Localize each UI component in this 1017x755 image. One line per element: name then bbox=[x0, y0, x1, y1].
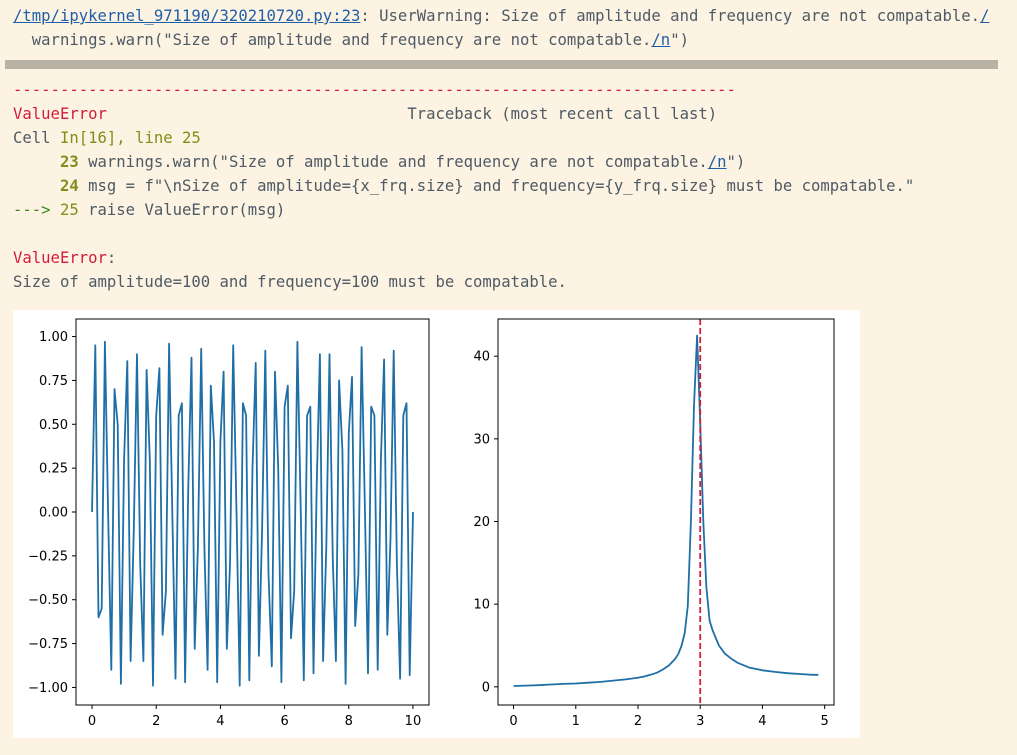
warning-code-end: ") bbox=[670, 31, 689, 49]
warning-code: warnings.warn("Size of amplitude and fre… bbox=[13, 31, 652, 49]
line-code-end: ") bbox=[726, 153, 746, 171]
y-tick-label: 40 bbox=[473, 350, 490, 365]
x-tick-label: 0 bbox=[88, 714, 96, 729]
line-code: warnings.warn("Size of amplitude and fre… bbox=[78, 153, 708, 171]
y-tick-label: 20 bbox=[473, 515, 490, 530]
warning-code-link[interactable]: /n bbox=[651, 31, 671, 49]
traceback-header: ValueError Traceback (most recent call l… bbox=[13, 104, 717, 124]
cell-prefix: Cell bbox=[13, 129, 60, 147]
warning-code-line: warnings.warn("Size of amplitude and fre… bbox=[13, 30, 689, 50]
figure-output: 0 2 4 6 8 10 1.00 0.75 0.50 0.25 0.00 −0.25 −0.50 −0.… bbox=[13, 310, 860, 738]
y-tick-label: −0.75 bbox=[28, 637, 68, 652]
y-tick-label: 0.75 bbox=[39, 374, 68, 389]
traceback-line-24: 24 msg = f"\nSize of amplitude={x_frq.si… bbox=[13, 176, 914, 196]
cell-link[interactable]: In[16], line 25 bbox=[59, 129, 201, 147]
traceback-line-23: 23 warnings.warn("Size of amplitude and … bbox=[13, 152, 745, 172]
line-number: 25 bbox=[59, 201, 79, 219]
x-tick-label: 1 bbox=[572, 714, 580, 729]
y-tick-label: 0.00 bbox=[39, 506, 68, 521]
final-error-type: ValueError bbox=[13, 249, 107, 267]
x-tick-label: 10 bbox=[405, 714, 422, 729]
y-tick-label: 10 bbox=[473, 598, 490, 613]
x-tick-label: 2 bbox=[152, 714, 160, 729]
line-number: 23 bbox=[59, 153, 79, 171]
error-type: ValueError bbox=[13, 105, 107, 123]
cell-reference: Cell In[16], line 25 bbox=[13, 128, 201, 148]
traceback-title: Traceback (most recent call last) bbox=[106, 105, 718, 123]
final-error-message: Size of amplitude=100 and frequency=100 … bbox=[13, 273, 567, 291]
line-code: msg = f"\nSize of amplitude={x_frq.size}… bbox=[78, 177, 915, 195]
x-tick-label: 8 bbox=[345, 714, 353, 729]
line-arrow bbox=[13, 153, 60, 171]
y-tick-label: 0.50 bbox=[39, 418, 68, 433]
chart-2: 0 1 2 3 4 5 0 10 20 30 40 bbox=[473, 318, 835, 729]
line-arrow bbox=[13, 177, 60, 195]
x-tick-label: 5 bbox=[821, 714, 829, 729]
warning-message-link[interactable]: / bbox=[980, 7, 990, 25]
warning-file-link[interactable]: /tmp/ipykernel_971190/320210720.py:23 bbox=[13, 7, 361, 25]
line-code: raise ValueError(msg) bbox=[78, 201, 286, 219]
figure-canvas: 0 2 4 6 8 101.000.750.500.250.00−0.25−0.50−0.… bbox=[28, 318, 835, 729]
x-tick-label: 3 bbox=[696, 714, 704, 729]
y-tick-label: 30 bbox=[473, 432, 490, 447]
warning-line: /tmp/ipykernel_971190/320210720.py:23: U… bbox=[13, 6, 989, 26]
line-number: 24 bbox=[59, 177, 79, 195]
final-error-colon: : bbox=[106, 249, 117, 267]
y-tick-label: 0.25 bbox=[39, 462, 68, 477]
y-tick-label: 1.00 bbox=[39, 330, 68, 345]
final-error-line: ValueError: bbox=[13, 248, 116, 268]
traceback-separator: ----------------------------------------… bbox=[13, 81, 736, 99]
x-tick-label: 6 bbox=[280, 714, 288, 729]
x-tick-label: 2 bbox=[634, 714, 642, 729]
y-tick-label: −0.25 bbox=[28, 549, 68, 564]
warning-message: : UserWarning: Size of amplitude and fre… bbox=[360, 7, 980, 25]
x-tick-label: 0 bbox=[509, 714, 517, 729]
current-line-arrow: ---> bbox=[13, 201, 60, 219]
series-line bbox=[513, 334, 819, 687]
x-tick-label: 4 bbox=[758, 714, 766, 729]
horizontal-scrollbar[interactable] bbox=[5, 60, 998, 69]
axes-frame bbox=[497, 318, 835, 706]
y-tick-label: −1.00 bbox=[28, 681, 68, 696]
line-code-link[interactable]: /n bbox=[707, 153, 727, 171]
x-tick-label: 4 bbox=[216, 714, 224, 729]
traceback-line-25: ---> 25 raise ValueError(msg) bbox=[13, 200, 285, 220]
series-line bbox=[91, 340, 414, 687]
chart-1: 0 2 4 6 8 10 1.00 0.75 0.50 0.25 0.00 −0.25 −0.50 −0.… bbox=[28, 318, 430, 729]
y-tick-label: −0.50 bbox=[28, 593, 68, 608]
y-tick-label: 0 bbox=[482, 680, 490, 695]
